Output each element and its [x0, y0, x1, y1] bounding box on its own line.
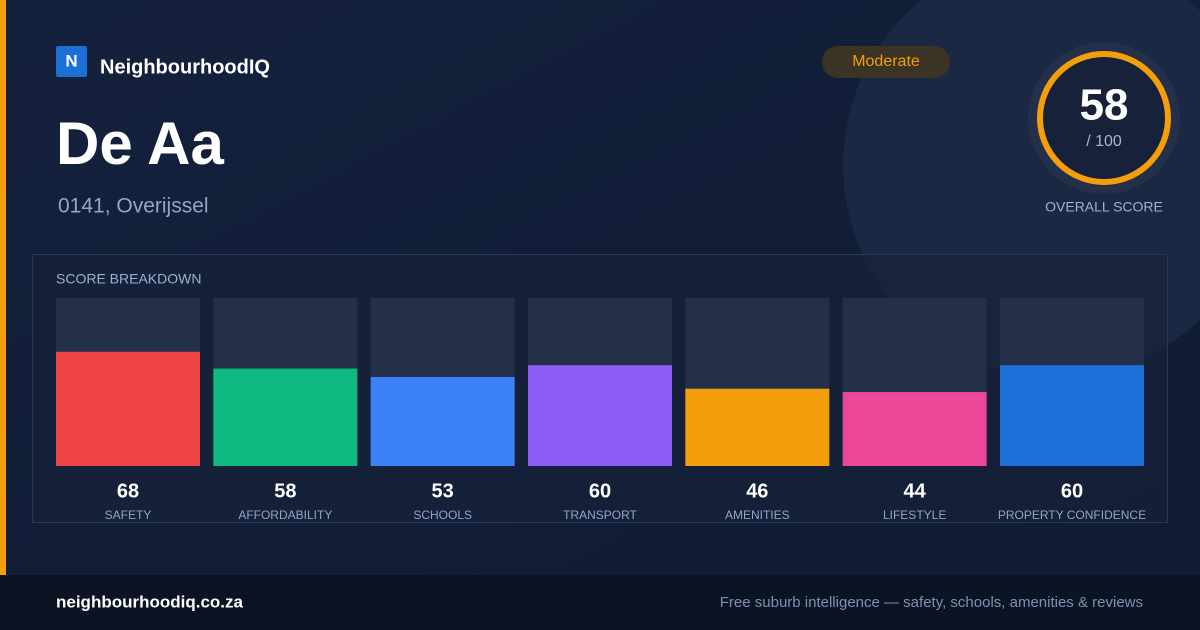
title: De Aa [56, 110, 224, 177]
category-label: PROPERTY CONFIDENCE [998, 508, 1146, 522]
bar-group: 68 SAFETY 58 AFFORDABILITY 53 SCHOOLS 60 TRANSP… [56, 298, 1146, 522]
score-value: 58 [1080, 81, 1129, 130]
score-max: / 100 [1086, 133, 1122, 150]
value-label: 46 [746, 480, 768, 502]
value-label: 60 [589, 480, 611, 502]
category-label: AMENITIES [725, 508, 790, 522]
breakdown-title: SCORE BREAKDOWN [56, 271, 201, 287]
accent-stripe [0, 0, 6, 575]
footer-site: neighbourhoodiq.co.za [56, 592, 244, 611]
score-label: OVERALL SCORE [1045, 199, 1163, 215]
value-label: 44 [904, 480, 927, 502]
bar [527, 365, 672, 466]
badge [822, 46, 950, 78]
footer [0, 575, 1200, 630]
bar [842, 392, 987, 466]
value-label: 53 [432, 480, 454, 502]
logo-letter: N [65, 51, 77, 70]
category-label: AFFORDABILITY [238, 508, 332, 522]
bar [999, 365, 1144, 466]
bar [685, 388, 830, 466]
footer-tagline: Free suburb intelligence — safety, schoo… [720, 594, 1143, 611]
badge-text: Moderate [852, 53, 920, 70]
brand-name: NeighbourhoodIQ [100, 56, 270, 78]
value-label: 58 [274, 480, 296, 502]
category-label: TRANSPORT [563, 508, 637, 522]
category-label: SAFETY [105, 508, 152, 522]
bar [56, 351, 200, 466]
location: 0141, Overijssel [58, 195, 209, 218]
value-label: 60 [1061, 480, 1083, 502]
logo [56, 46, 87, 77]
value-label: 68 [117, 480, 139, 502]
bar [370, 376, 515, 466]
category-label: LIFESTYLE [883, 508, 946, 522]
category-label: SCHOOLS [413, 508, 472, 522]
bar [213, 368, 358, 466]
score-ring [1037, 51, 1171, 185]
